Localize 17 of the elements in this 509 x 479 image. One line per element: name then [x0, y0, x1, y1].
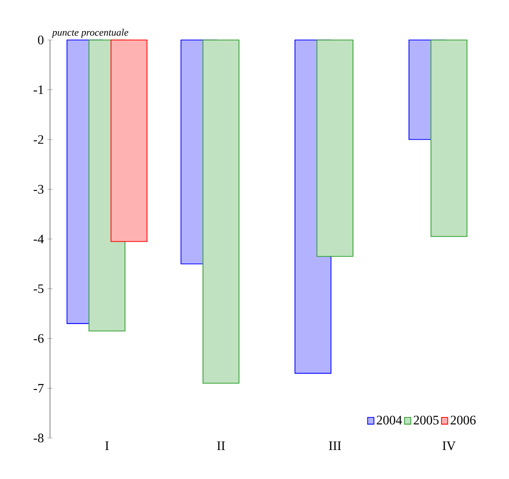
- x-tick-label: I: [105, 442, 109, 450]
- legend-label: 2006: [450, 416, 476, 424]
- y-tick-label: -4: [34, 234, 44, 244]
- y-tick-label: 0: [38, 36, 44, 44]
- x-tick-label: II: [217, 442, 225, 450]
- y-tick-label: -7: [34, 384, 44, 392]
- legend-label: 2004: [376, 416, 402, 424]
- y-axis-title: puncte procentuale: [52, 28, 128, 38]
- x-tick-label: IV: [442, 442, 456, 450]
- y-tick-label: -6: [34, 334, 44, 343]
- y-tick-label: -1: [34, 85, 44, 94]
- y-tick-label: -2: [34, 135, 44, 144]
- x-tick-label: III: [328, 442, 341, 450]
- y-tick-label: -3: [34, 184, 44, 194]
- y-tick-label: -5: [34, 284, 44, 294]
- legend-label: 2005: [414, 416, 439, 424]
- y-tick-label: -8: [34, 434, 44, 442]
